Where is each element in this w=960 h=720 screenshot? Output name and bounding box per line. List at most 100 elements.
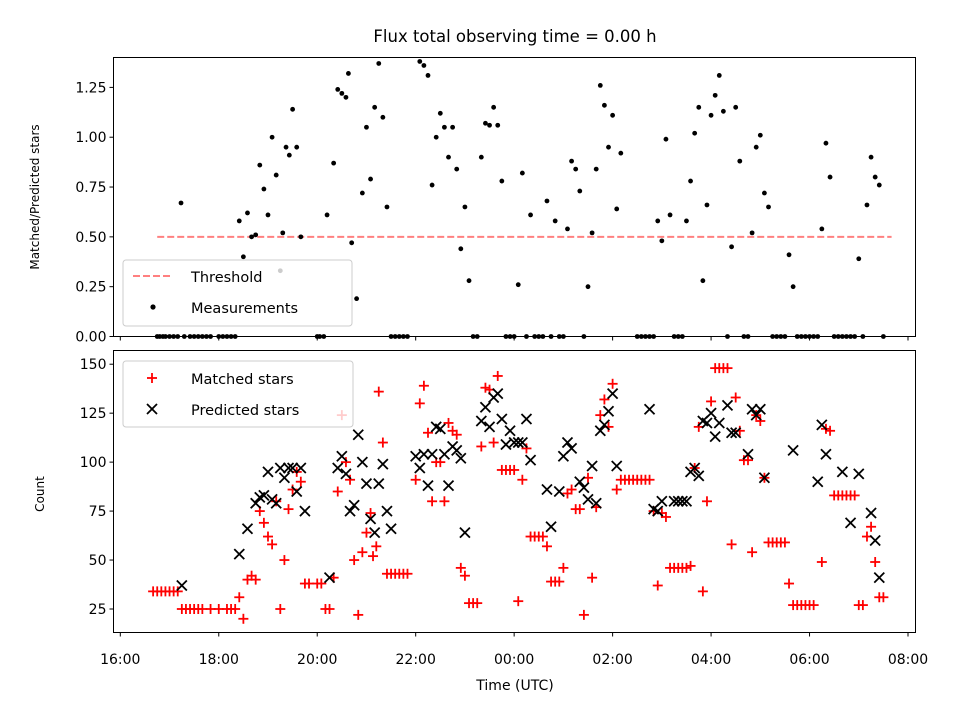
- measurement-point: [519, 170, 525, 176]
- measurement-point: [823, 140, 829, 146]
- matched-star-marker: [357, 547, 368, 558]
- legend-matched-label: Matched stars: [191, 372, 294, 388]
- matched-star-marker: [513, 596, 524, 607]
- matched-star-marker: [747, 547, 758, 558]
- y-axis-label-top: Matched/Predicted stars: [28, 124, 42, 269]
- measurement-point: [298, 234, 304, 240]
- predicted-star-marker: [508, 436, 520, 449]
- bottom-panel: Count Time (UTC) 25 50 75 100 125 150 16:00 18:…: [33, 350, 928, 694]
- measurement-point: [663, 136, 669, 142]
- matched-star-marker: [697, 586, 708, 597]
- predicted-star-marker: [459, 526, 471, 539]
- bottom-tick-group: 25 50 75 100 125 150 16:00 18:00 20:00 22:00 00:00…: [80, 357, 928, 668]
- predicted-star-marker: [693, 470, 705, 482]
- predicted-star-marker: [668, 495, 680, 507]
- predicted-star-marker: [652, 505, 664, 517]
- bottom-legend: Matched stars Predicted stars: [122, 360, 354, 428]
- matched-star-marker: [316, 578, 327, 589]
- measurement-point: [245, 210, 250, 216]
- legend-box: [122, 360, 354, 428]
- measurement-point: [499, 178, 505, 184]
- predicted-star-marker: [500, 438, 512, 451]
- top-legend: Threshold Measurements: [122, 259, 353, 327]
- matched-star-marker: [250, 574, 261, 585]
- measurement-point: [372, 104, 378, 110]
- matched-star-marker: [345, 474, 356, 485]
- predicted-star-marker: [344, 505, 356, 517]
- predicted-star-marker: [348, 499, 360, 511]
- y-tick-label: 0.50: [75, 230, 106, 246]
- legend-predicted-label: Predicted stars: [191, 403, 299, 419]
- predicted-star-marker: [598, 419, 611, 431]
- predicted-star-marker: [705, 407, 717, 419]
- predicted-star-marker: [865, 507, 877, 519]
- predicted-star-marker: [295, 462, 307, 474]
- measurement-point: [712, 92, 718, 98]
- legend-measurement-marker: [150, 304, 156, 310]
- predicted-star-marker: [553, 485, 565, 498]
- matched-star-marker: [234, 592, 245, 603]
- predicted-star-marker: [286, 462, 299, 474]
- predicted-star-marker: [787, 444, 799, 457]
- measurement-point: [421, 63, 427, 68]
- measurement-point: [354, 296, 360, 302]
- matched-star-marker: [849, 490, 860, 501]
- measurement-point: [450, 124, 456, 130]
- matched-star-marker: [611, 484, 622, 495]
- matched-star-marker: [517, 474, 528, 485]
- matched-star-marker: [275, 604, 286, 614]
- top-plot-area: [154, 59, 892, 339]
- measurement-point: [376, 61, 382, 66]
- matched-star-marker: [652, 580, 663, 591]
- predicted-star-marker: [561, 436, 574, 449]
- measurement-point: [483, 120, 488, 126]
- matched-star-marker: [726, 539, 737, 550]
- measurement-point: [610, 112, 616, 118]
- matched-star-marker: [443, 417, 454, 428]
- predicted-star-marker: [816, 419, 828, 431]
- matched-star-marker: [857, 600, 868, 611]
- measurement-point: [491, 104, 497, 110]
- matched-star-marker: [808, 600, 819, 611]
- predicted-star-marker: [442, 479, 455, 492]
- predicted-star-marker: [241, 523, 254, 535]
- bottom-plot-area: [148, 363, 889, 624]
- measurement-point: [700, 278, 706, 284]
- predicted-star-marker: [713, 417, 725, 429]
- measurement-point: [283, 144, 289, 150]
- measurement-point: [265, 212, 271, 218]
- predicted-star-marker: [594, 425, 606, 437]
- predicted-star-marker: [869, 534, 881, 547]
- predicted-star-marker: [574, 476, 586, 488]
- predicted-star-marker: [709, 431, 721, 443]
- matched-star-marker: [455, 562, 466, 573]
- measurement-point: [589, 230, 595, 236]
- matched-star-marker: [816, 557, 827, 567]
- measurement-point: [716, 73, 722, 78]
- predicted-star-marker: [475, 415, 487, 427]
- measurement-point: [565, 226, 570, 232]
- measurement-point: [757, 132, 763, 138]
- predicted-star-marker: [676, 495, 688, 507]
- predicted-star-marker: [820, 448, 832, 460]
- measurement-point: [478, 154, 484, 160]
- predicted-star-marker: [299, 505, 311, 517]
- predicted-star-marker: [520, 413, 533, 425]
- measurement-point: [236, 218, 242, 224]
- predicted-star-marker: [746, 403, 758, 415]
- matched-star-marker: [422, 427, 433, 438]
- top-panel: Flux total observing time = 0.00 h Match…: [28, 27, 916, 346]
- predicted-star-marker: [701, 417, 713, 429]
- predicted-star-marker: [730, 427, 742, 439]
- predicted-star-marker: [479, 401, 492, 413]
- measurement-point: [433, 134, 439, 140]
- predicted-star-marker: [356, 456, 368, 468]
- x-tick-label: 04:00: [691, 652, 731, 668]
- predicted-star-marker: [340, 468, 352, 480]
- predicted-star-marker: [336, 450, 348, 462]
- measurement-point: [273, 172, 279, 178]
- measurement-point: [864, 202, 870, 208]
- matched-star-marker: [353, 609, 364, 620]
- measurement-point: [569, 158, 574, 164]
- matched-star-marker: [258, 517, 269, 528]
